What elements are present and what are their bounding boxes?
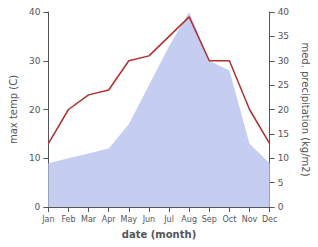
svg-text:10: 10: [278, 153, 290, 163]
svg-text:Sep: Sep: [202, 215, 217, 224]
svg-text:Feb: Feb: [61, 215, 75, 224]
svg-text:30: 30: [29, 56, 41, 66]
svg-text:10: 10: [29, 153, 41, 163]
svg-text:Apr: Apr: [102, 215, 117, 224]
svg-text:Nov: Nov: [242, 215, 258, 224]
svg-text:date (month): date (month): [122, 229, 196, 240]
svg-text:30: 30: [278, 56, 290, 66]
svg-text:0: 0: [35, 202, 41, 212]
svg-text:Aug: Aug: [181, 215, 197, 224]
svg-text:5: 5: [278, 178, 284, 188]
svg-text:Oct: Oct: [222, 215, 236, 224]
svg-text:25: 25: [278, 80, 289, 90]
svg-text:med. precipitation (kg/m2): med. precipitation (kg/m2): [300, 42, 311, 176]
svg-text:Mar: Mar: [81, 215, 97, 224]
svg-text:20: 20: [29, 105, 41, 115]
svg-text:Dec: Dec: [262, 215, 277, 224]
svg-text:Jun: Jun: [142, 215, 156, 224]
svg-text:max temp (C): max temp (C): [8, 75, 19, 144]
svg-text:May: May: [121, 215, 138, 224]
svg-text:40: 40: [278, 7, 290, 17]
svg-text:15: 15: [278, 129, 289, 139]
svg-text:Jul: Jul: [163, 215, 174, 224]
svg-text:Jan: Jan: [41, 215, 54, 224]
svg-text:40: 40: [29, 7, 41, 17]
svg-text:35: 35: [278, 31, 289, 41]
svg-text:0: 0: [278, 202, 284, 212]
svg-text:20: 20: [278, 105, 290, 115]
